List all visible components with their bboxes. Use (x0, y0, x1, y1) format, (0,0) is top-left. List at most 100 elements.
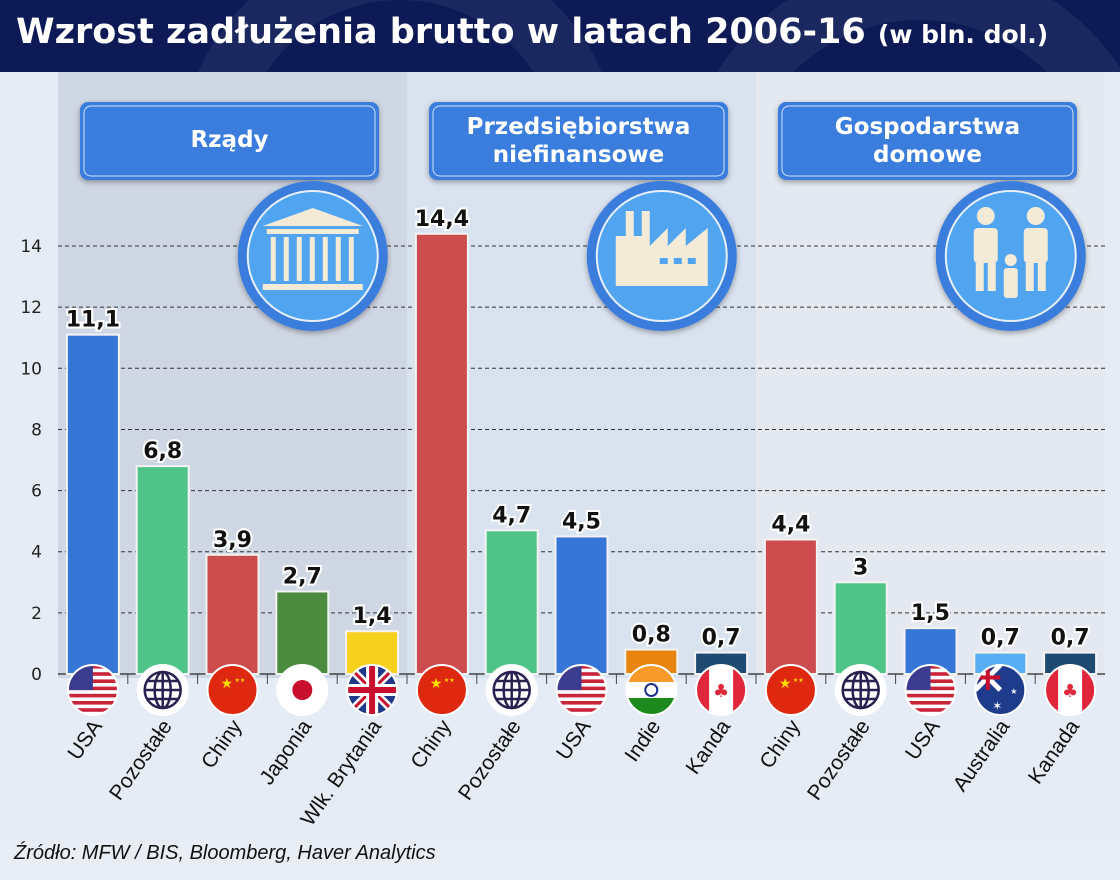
bar (275, 590, 330, 675)
title-unit: (w bln. dol.) (877, 20, 1049, 49)
flag-border (415, 664, 468, 716)
data-label: 1,4 (353, 604, 392, 629)
category-header-box (778, 102, 1077, 180)
column (270, 237, 276, 281)
globe-lines (144, 672, 181, 708)
category-header-line: domowe (873, 142, 982, 168)
child-head (1004, 254, 1017, 266)
category-header: Gospodarstwa domowe (778, 102, 1077, 180)
y-tick-label: 14 (20, 237, 42, 257)
stripe (905, 708, 956, 712)
category-header: Przedsiębiorstwa niefinansowe (429, 102, 728, 180)
flag-border (555, 664, 608, 716)
stripe (67, 693, 118, 698)
bar (414, 232, 469, 676)
column (322, 237, 328, 281)
column (335, 237, 341, 281)
y-tick-label: 8 (31, 420, 42, 440)
stripe (556, 708, 607, 712)
star: ✶ (992, 699, 1002, 713)
category-header-line: niefinansowe (493, 142, 665, 168)
star: ★ (221, 676, 234, 692)
category-header-box (80, 102, 379, 180)
category-header: Rządy (80, 102, 379, 180)
chart-title: Wzrost zadłużenia brutto w latach 2006-1… (16, 12, 1048, 52)
category-header-box (429, 102, 728, 180)
leg (1037, 263, 1046, 291)
factory-icon (586, 181, 737, 331)
category-header-inner (83, 105, 376, 177)
body (1023, 228, 1048, 263)
category-header-label: Rządy (190, 127, 268, 153)
star: ★ (430, 676, 443, 692)
flag-border (66, 664, 119, 716)
stripe (67, 708, 118, 712)
field (416, 665, 467, 715)
window (659, 258, 668, 264)
leg (1025, 263, 1034, 291)
sun (292, 680, 313, 700)
usa-flag-icon (556, 665, 607, 715)
star: ★★ (235, 677, 246, 684)
cross-red (347, 665, 398, 715)
bar (205, 553, 260, 676)
title-text: Wzrost zadłużenia brutto w latach 2006-1… (16, 12, 866, 52)
bar (65, 333, 120, 675)
category-header-line: Gospodarstwa (835, 114, 1020, 140)
globe-flag-icon (835, 665, 886, 715)
data-label: 6,8 (143, 439, 182, 464)
japan-flag-icon (277, 665, 328, 715)
category-header-label: Gospodarstwa domowe (835, 114, 1020, 168)
globe-flag-icon (137, 665, 188, 715)
bar (135, 465, 190, 675)
category-header-inner (781, 105, 1074, 177)
star: ★ (779, 676, 792, 692)
window (687, 258, 696, 264)
data-label: 1,5 (911, 601, 950, 626)
family-icon (935, 181, 1086, 331)
flag-border (136, 664, 189, 716)
data-label: 0,7 (981, 626, 1020, 651)
china-flag-icon: ★ ★★ (765, 665, 816, 715)
flag-border (485, 664, 538, 716)
china-flag-icon: ★ ★★ (416, 665, 467, 715)
data-label: 11,1 (66, 308, 120, 333)
data-label: 14,4 (415, 207, 469, 232)
bar (554, 535, 609, 675)
maple-leaf: ♣ (713, 681, 729, 702)
bar-group: 4,4★ ★★Chiny (755, 510, 818, 773)
flag-border (974, 664, 1027, 716)
government-building-icon (237, 181, 388, 331)
globe-lines (493, 672, 530, 708)
category-header-line: Przedsiębiorstwa (467, 114, 691, 140)
bar-group: 14,4★ ★★Chiny (406, 205, 471, 773)
title-bar: Wzrost zadłużenia brutto w latach 2006-1… (0, 0, 1120, 72)
roof (262, 208, 363, 226)
field (765, 665, 816, 715)
data-label: 3 (853, 555, 868, 580)
bar (833, 581, 888, 676)
y-tick-label: 0 (31, 665, 42, 685)
column (296, 237, 302, 281)
data-label: 4,4 (771, 512, 810, 537)
data-label: 0,7 (702, 626, 741, 651)
y-tick-label: 2 (31, 604, 42, 624)
bar (763, 538, 818, 675)
base (262, 284, 363, 290)
y-tick-label: 10 (20, 359, 42, 379)
globe-flag-icon (486, 665, 537, 715)
data-label: 4,5 (562, 509, 601, 534)
maple-leaf: ♣ (1062, 681, 1078, 702)
flag-border (834, 664, 887, 716)
star: ★ (1010, 687, 1017, 696)
leg (987, 263, 996, 291)
flag-border (276, 664, 329, 716)
globe-lines (842, 672, 879, 708)
bar (903, 627, 958, 676)
wheel (644, 683, 659, 697)
data-label: 3,9 (213, 528, 252, 553)
